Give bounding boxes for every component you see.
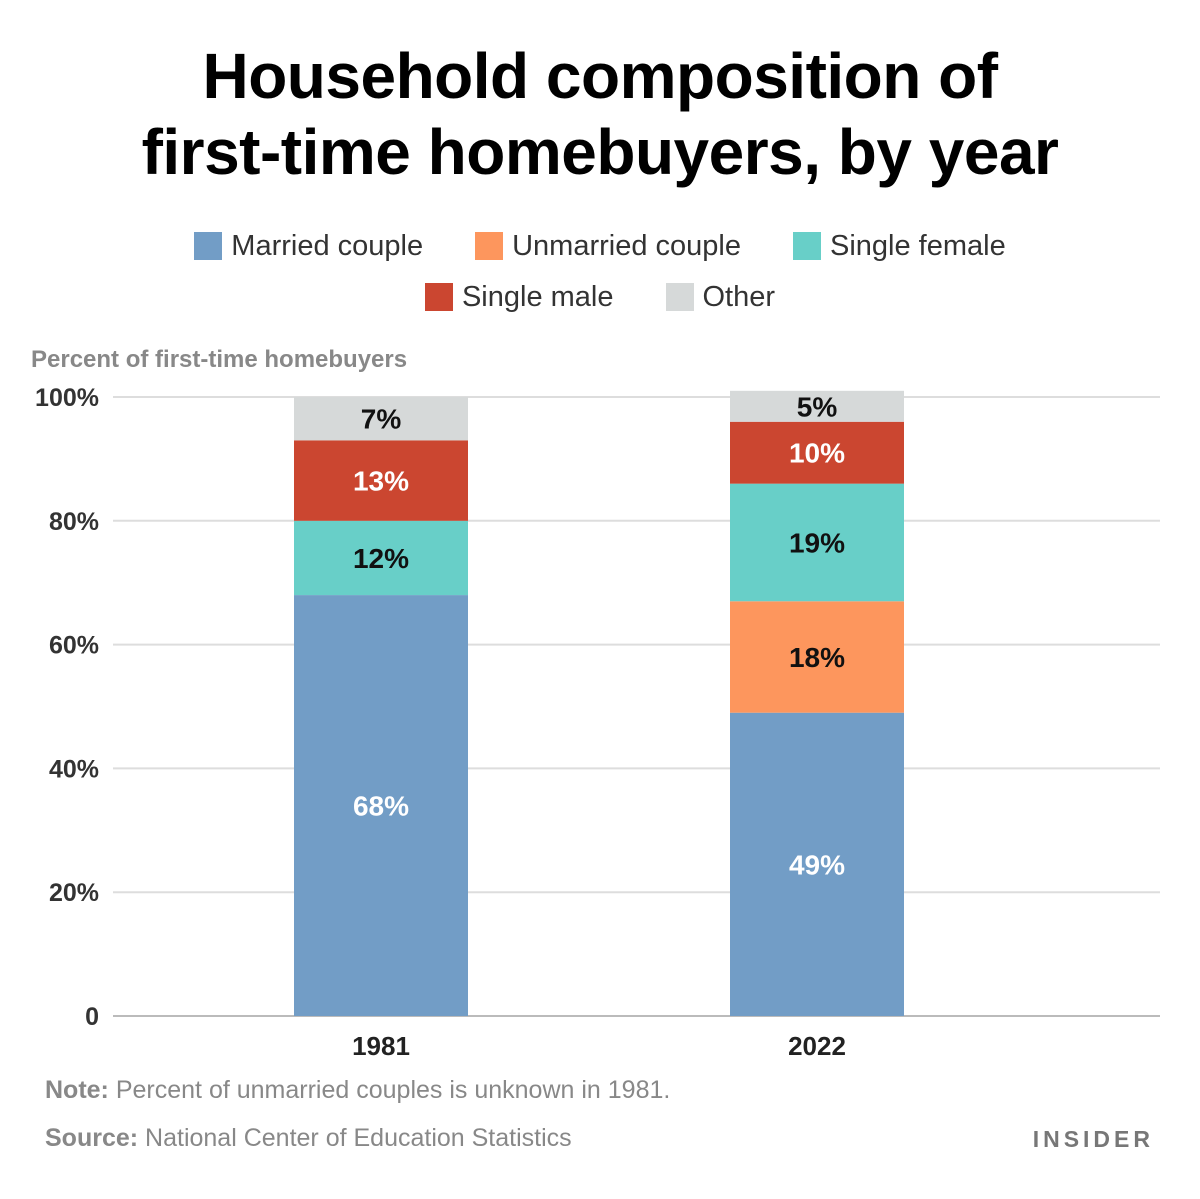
- legend-item-single-male: Single male: [424, 280, 614, 314]
- stacked-bar-chart: 0 20% 40% 60% 80% 100% 68% 12% 13% 7% 1981 49% 18% 19…: [35, 384, 1160, 1061]
- bar-1981-single-female: [294, 520, 468, 596]
- legend-swatch-married-couple: [194, 232, 223, 260]
- legend-swatch-unmarried-couple: [475, 232, 504, 260]
- legend-item-single-female: Single female: [793, 230, 1006, 263]
- bar-2022-married-couple: [730, 712, 904, 1016]
- data-label-1981-other: 7%: [361, 404, 402, 435]
- legend: Married couple Unmarried couple Single f…: [0, 226, 1200, 328]
- data-label-2022-single-female: 19%: [789, 527, 845, 558]
- legend-row-2: Single male Other: [0, 277, 1200, 317]
- bar-2022-unmarried-couple: [730, 601, 904, 713]
- source-label: Source:: [45, 1124, 139, 1152]
- legend-swatch-single-male: [424, 283, 453, 311]
- legend-item-unmarried-couple: Unmarried couple: [475, 230, 741, 263]
- bar-1981-other: [294, 397, 468, 441]
- legend-label-married-couple: Married couple: [231, 229, 424, 262]
- y-tick-label-20: 20%: [49, 879, 99, 907]
- data-label-2022-single-male: 10%: [789, 438, 845, 469]
- data-label-1981-single-female: 12%: [353, 543, 409, 574]
- x-tick-label-2022: 2022: [788, 1031, 846, 1061]
- legend-label-single-male: Single male: [461, 280, 614, 313]
- x-tick-label-1981: 1981: [352, 1031, 410, 1061]
- data-label-2022-other: 5%: [797, 391, 838, 422]
- legend-label-single-female: Single female: [830, 229, 1006, 262]
- source: Source: National Center of Education Sta…: [45, 1124, 572, 1153]
- source-text: National Center of Education Statistics: [138, 1124, 572, 1152]
- bar-2022-single-male: [730, 421, 904, 484]
- note-text: Percent of unmarried couples is unknown …: [108, 1076, 671, 1104]
- y-axis-title: Percent of first-time homebuyers: [31, 346, 408, 373]
- data-label-1981-single-male: 13%: [353, 466, 409, 497]
- chart-title: Household composition of first-time home…: [0, 38, 1200, 190]
- bar-2022-single-female: [730, 483, 904, 602]
- legend-swatch-single-female: [793, 232, 821, 260]
- legend-label-unmarried-couple: Unmarried couple: [512, 229, 741, 262]
- legend-row-1: Married couple Unmarried couple Single f…: [0, 226, 1200, 266]
- bar-2022-other: [730, 390, 904, 422]
- bar-1981-married-couple: [294, 595, 468, 1016]
- y-tick-label-80: 80%: [49, 508, 99, 536]
- data-label-1981-married-couple: 68%: [353, 791, 409, 822]
- data-label-2022-unmarried-couple: 18%: [789, 642, 845, 673]
- y-tick-label-100: 100%: [35, 384, 99, 412]
- insider-logo: INSIDER: [1032, 1126, 1154, 1152]
- data-label-2022-married-couple: 49%: [789, 849, 845, 880]
- chart-title-line-1: Household composition of: [202, 40, 998, 112]
- y-tick-label-60: 60%: [49, 632, 99, 660]
- legend-swatch-other: [665, 283, 694, 311]
- legend-item-married-couple: Married couple: [194, 230, 423, 263]
- legend-label-other: Other: [702, 280, 776, 313]
- note: Note: Percent of unmarried couples is un…: [45, 1076, 670, 1105]
- legend-item-other: Other: [665, 280, 776, 314]
- note-label: Note:: [45, 1076, 109, 1104]
- chart-title-line-2: first-time homebuyers, by year: [141, 116, 1059, 188]
- bar-1981-single-male: [294, 440, 468, 521]
- y-tick-label-0: 0: [85, 1003, 99, 1031]
- y-tick-label-40: 40%: [49, 755, 99, 783]
